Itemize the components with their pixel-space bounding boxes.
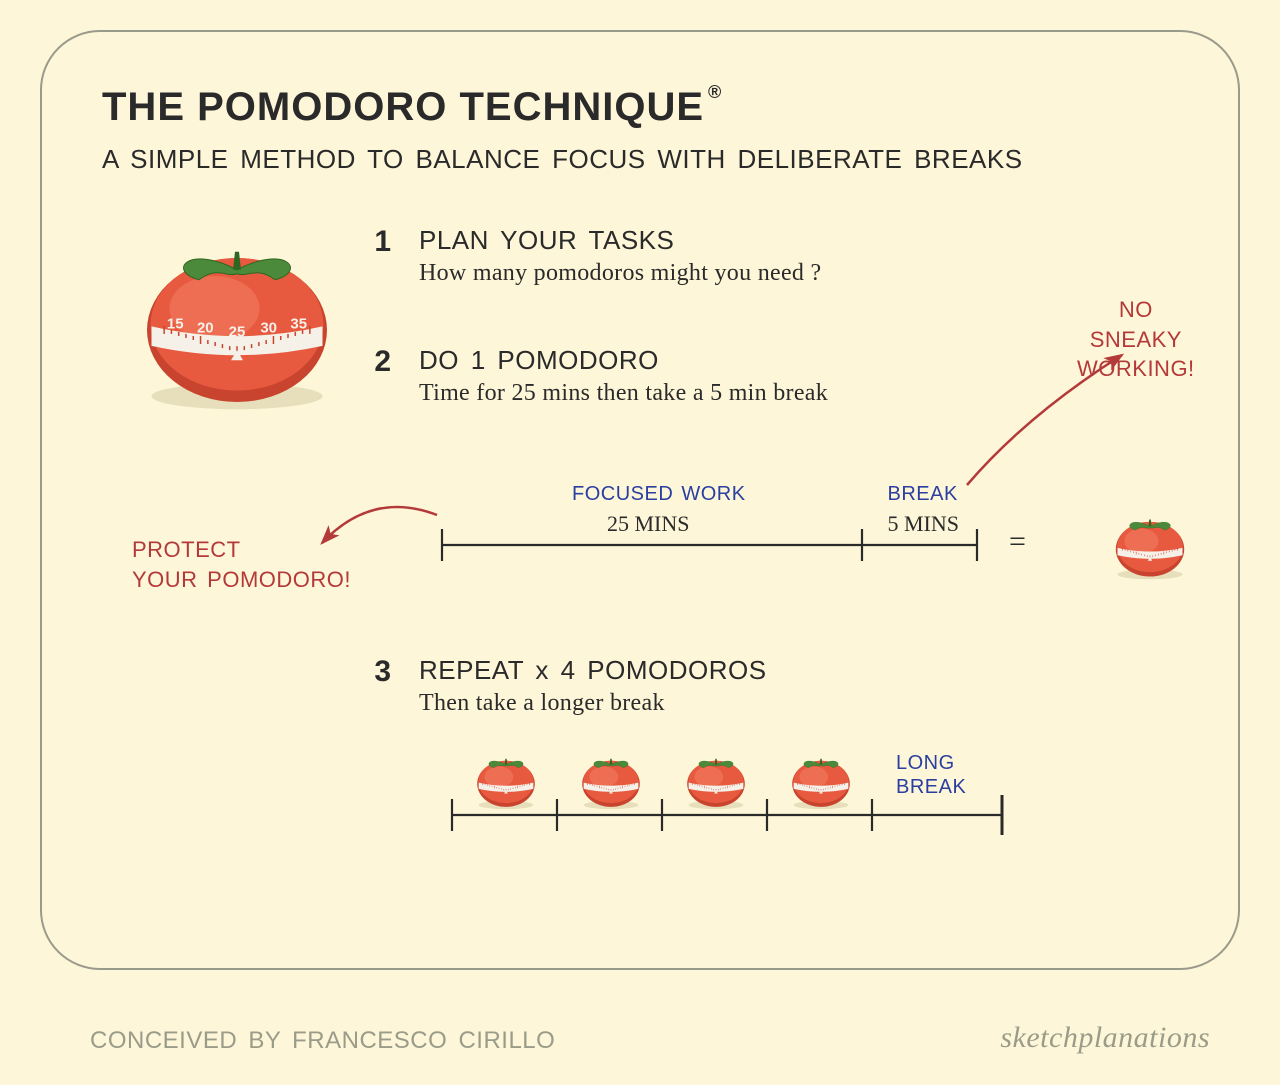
step-number: 3 [367,655,391,689]
step-title: PLAN YOUR TASKS [419,225,821,256]
protect-annotation: PROTECT YOUR POMODORO! [132,535,351,594]
content-area: 15 20 25 30 35 1 PLAN YOUR TASKS How many po… [102,175,1178,935]
tomato-small-icon [679,735,753,823]
sneaky-line2: WORKING! [1077,356,1195,381]
no-sneaky-annotation: NO SNEAKY WORKING! [1077,295,1195,384]
svg-text:35: 35 [290,316,307,333]
break-label: BREAK [888,483,958,506]
step-title: DO 1 POMODORO [419,345,828,376]
trademark-symbol: ® [708,82,722,102]
equals-sign: = [1009,525,1026,559]
page-title: THE POMODORO TECHNIQUE® [102,82,1178,130]
step-detail: How many pomodoros might you need ? [419,260,821,287]
step-3: 3 REPEAT x 4 POMODOROS Then take a longe… [367,655,767,717]
tomato-small-icon [784,735,858,823]
tomato-timer-icon: 15 20 25 30 35 [132,220,342,430]
credit-brand: sketchplanations [1000,1021,1210,1055]
tomato-small-icon [469,735,543,823]
tomato-result-icon [1107,495,1193,593]
step-detail: Time for 25 mins then take a 5 min break [419,380,828,407]
step-detail: Then take a longer break [419,690,767,717]
focused-work-text: FOCUSED WORK [572,483,746,505]
svg-text:20: 20 [197,319,214,336]
step-1: 1 PLAN YOUR TASKS How many pomodoros mig… [367,225,821,287]
long-break-line1: LONG [896,752,955,774]
step-title: REPEAT x 4 POMODOROS [419,655,767,686]
step-number: 2 [367,345,391,379]
break-duration: 5 MINS [888,511,960,537]
step-number: 1 [367,225,391,259]
title-text: THE POMODORO TECHNIQUE [102,85,704,129]
infographic-frame: THE POMODORO TECHNIQUE® A SIMPLE METHOD … [40,30,1240,970]
long-break-line2: BREAK [896,776,966,798]
svg-text:30: 30 [260,319,277,336]
credit-author: CONCEIVED BY FRANCESCO CIRILLO [90,1027,555,1055]
protect-line2: YOUR POMODORO! [132,567,351,592]
protect-line1: PROTECT [132,537,241,562]
svg-text:25: 25 [229,323,246,340]
sneaky-line1: NO SNEAKY [1090,297,1182,352]
focused-work-label: FOCUSED WORK [572,483,746,506]
svg-text:15: 15 [167,316,184,333]
page-subtitle: A SIMPLE METHOD TO BALANCE FOCUS WITH DE… [102,144,1178,175]
focused-work-duration: 25 MINS [607,511,690,537]
tomato-small-icon [574,735,648,823]
long-break-label: LONG BREAK [896,751,966,799]
step-2: 2 DO 1 POMODORO Time for 25 mins then ta… [367,345,828,407]
